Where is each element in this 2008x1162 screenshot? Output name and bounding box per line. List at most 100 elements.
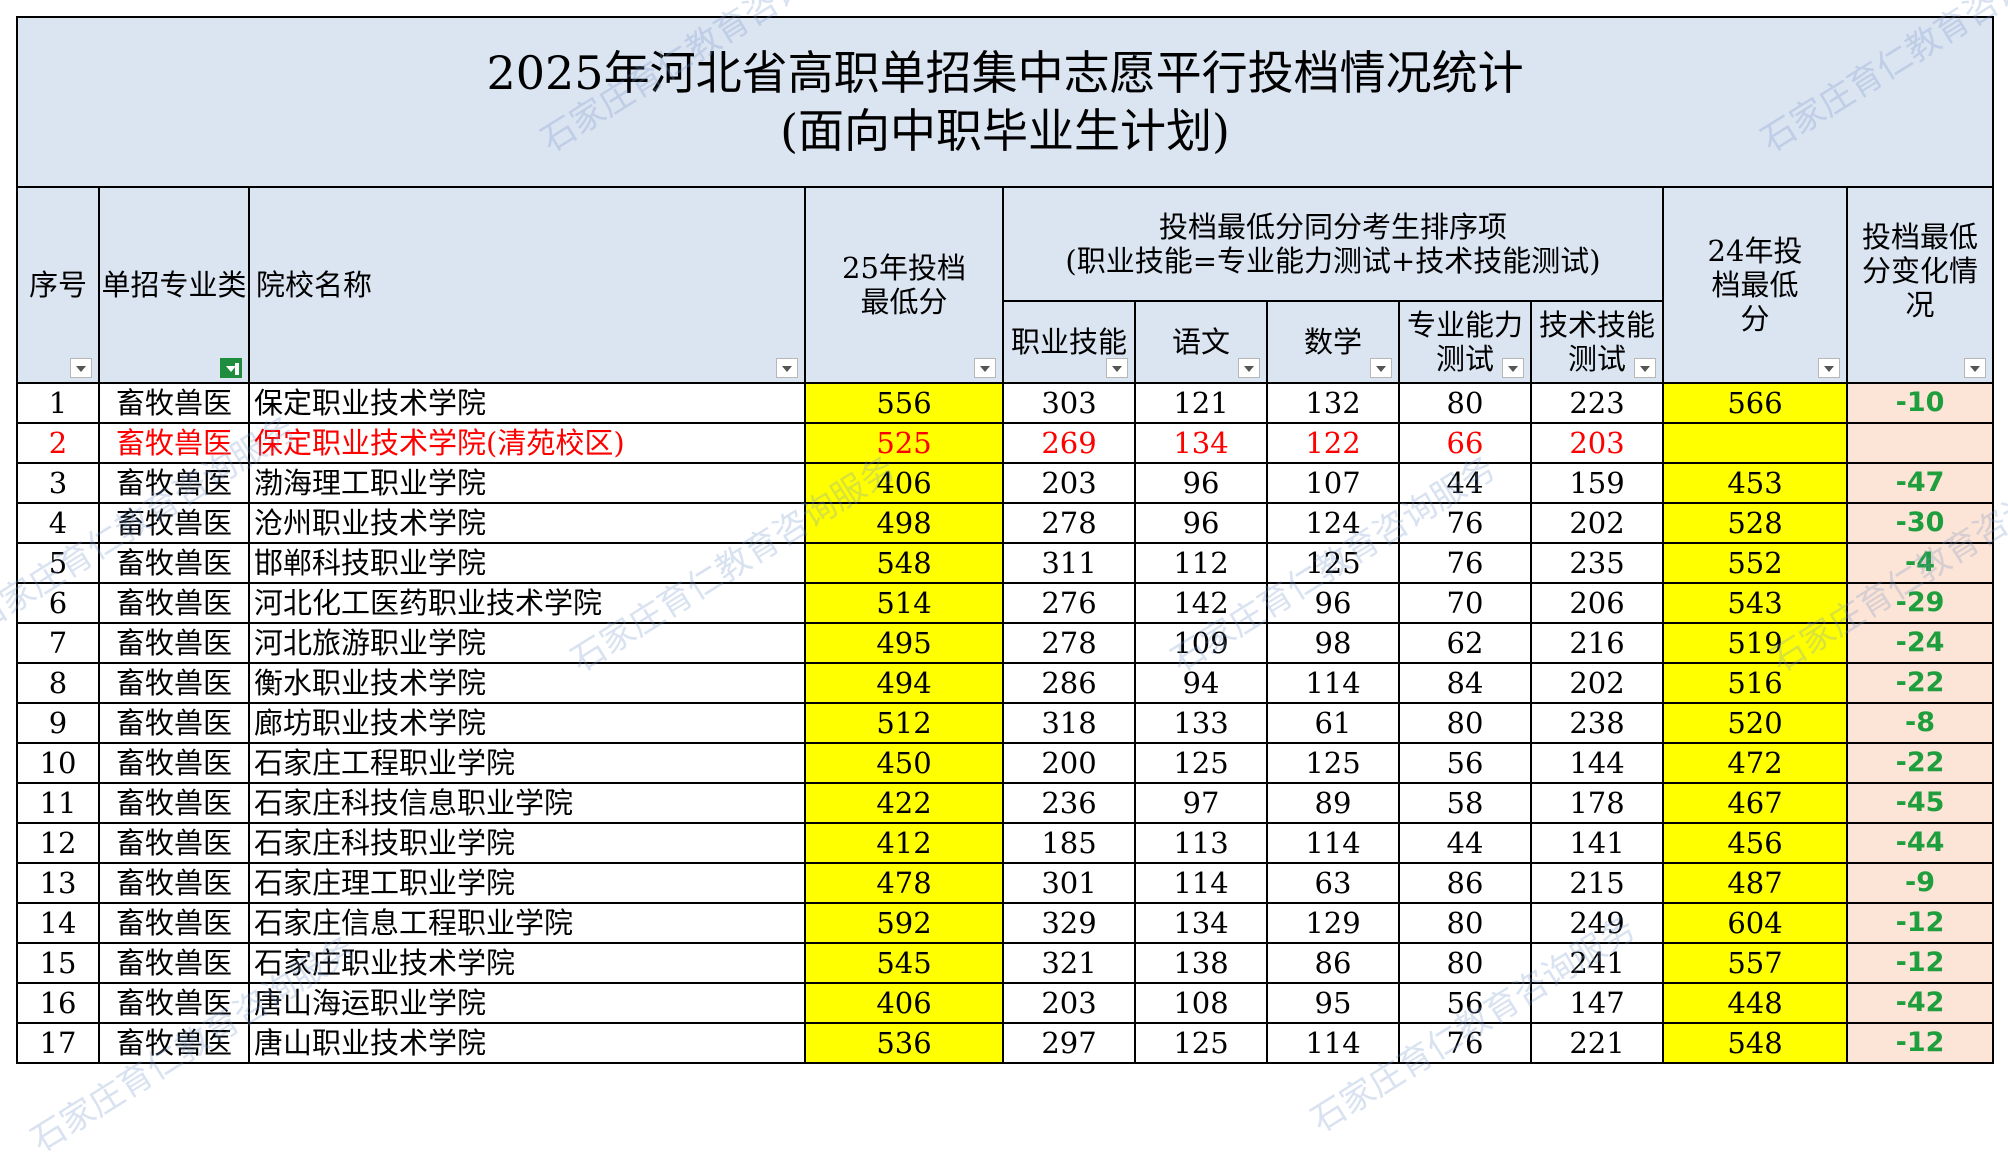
cell-prof[interactable]: 44	[1398, 462, 1532, 504]
cell-change[interactable]	[1845, 422, 1995, 464]
cell-seq[interactable]: 2	[16, 422, 100, 464]
cell-seq[interactable]: 8	[16, 662, 100, 704]
cell-min25[interactable]: 478	[804, 862, 1004, 904]
cell-prof[interactable]: 86	[1398, 862, 1532, 904]
cell-chinese[interactable]: 96	[1134, 502, 1268, 544]
cell-prof[interactable]: 76	[1398, 542, 1532, 584]
cell-tech[interactable]: 206	[1530, 582, 1664, 624]
cell-seq[interactable]: 11	[16, 782, 100, 824]
cell-school[interactable]: 衡水职业技术学院	[248, 662, 806, 704]
cell-math[interactable]: 61	[1266, 702, 1400, 744]
cell-prof[interactable]: 56	[1398, 742, 1532, 784]
cell-prof[interactable]: 76	[1398, 1022, 1532, 1064]
cell-major[interactable]: 畜牧兽医	[98, 742, 250, 784]
cell-change[interactable]: -42	[1845, 982, 1995, 1024]
cell-min24[interactable]: 543	[1662, 582, 1848, 624]
cell-school[interactable]: 保定职业技术学院(清苑校区)	[248, 422, 806, 464]
cell-min24[interactable]: 557	[1662, 942, 1848, 984]
cell-tech[interactable]: 216	[1530, 622, 1664, 664]
cell-school[interactable]: 唐山职业技术学院	[248, 1022, 806, 1064]
cell-min24[interactable]	[1662, 422, 1848, 464]
cell-major[interactable]: 畜牧兽医	[98, 422, 250, 464]
cell-min24[interactable]: 548	[1662, 1022, 1848, 1064]
cell-math[interactable]: 114	[1266, 662, 1400, 704]
cell-seq[interactable]: 13	[16, 862, 100, 904]
cell-min24[interactable]: 453	[1662, 462, 1848, 504]
cell-seq[interactable]: 6	[16, 582, 100, 624]
filter-active-icon[interactable]	[220, 358, 242, 378]
cell-skill[interactable]: 286	[1002, 662, 1136, 704]
cell-seq[interactable]: 12	[16, 822, 100, 864]
cell-min24[interactable]: 516	[1662, 662, 1848, 704]
header-seq[interactable]: 序号	[16, 186, 100, 384]
cell-skill[interactable]: 297	[1002, 1022, 1136, 1064]
header-prof-test[interactable]: 专业能力测试	[1398, 300, 1532, 384]
cell-seq[interactable]: 17	[16, 1022, 100, 1064]
cell-major[interactable]: 畜牧兽医	[98, 462, 250, 504]
cell-prof[interactable]: 80	[1398, 382, 1532, 424]
cell-skill[interactable]: 185	[1002, 822, 1136, 864]
cell-major[interactable]: 畜牧兽医	[98, 662, 250, 704]
cell-change[interactable]: -24	[1845, 622, 1995, 664]
cell-major[interactable]: 畜牧兽医	[98, 902, 250, 944]
cell-chinese[interactable]: 134	[1134, 422, 1268, 464]
cell-major[interactable]: 畜牧兽医	[98, 542, 250, 584]
cell-prof[interactable]: 62	[1398, 622, 1532, 664]
cell-skill[interactable]: 278	[1002, 502, 1136, 544]
cell-seq[interactable]: 4	[16, 502, 100, 544]
header-school[interactable]: 院校名称	[248, 186, 806, 384]
cell-min24[interactable]: 456	[1662, 822, 1848, 864]
cell-min25[interactable]: 406	[804, 982, 1004, 1024]
cell-math[interactable]: 98	[1266, 622, 1400, 664]
cell-prof[interactable]: 70	[1398, 582, 1532, 624]
cell-min25[interactable]: 548	[804, 542, 1004, 584]
cell-seq[interactable]: 10	[16, 742, 100, 784]
cell-min24[interactable]: 472	[1662, 742, 1848, 784]
cell-math[interactable]: 132	[1266, 382, 1400, 424]
cell-prof[interactable]: 66	[1398, 422, 1532, 464]
cell-min25[interactable]: 592	[804, 902, 1004, 944]
cell-tech[interactable]: 202	[1530, 662, 1664, 704]
cell-skill[interactable]: 303	[1002, 382, 1136, 424]
header-change[interactable]: 投档最低分变化情况	[1845, 186, 1995, 384]
cell-school[interactable]: 石家庄信息工程职业学院	[248, 902, 806, 944]
cell-math[interactable]: 89	[1266, 782, 1400, 824]
cell-major[interactable]: 畜牧兽医	[98, 942, 250, 984]
cell-skill[interactable]: 301	[1002, 862, 1136, 904]
header-skill[interactable]: 职业技能	[1002, 300, 1136, 384]
cell-chinese[interactable]: 125	[1134, 1022, 1268, 1064]
cell-skill[interactable]: 318	[1002, 702, 1136, 744]
cell-change[interactable]: -12	[1845, 942, 1995, 984]
cell-min24[interactable]: 519	[1662, 622, 1848, 664]
cell-skill[interactable]: 321	[1002, 942, 1136, 984]
cell-tech[interactable]: 249	[1530, 902, 1664, 944]
filter-dropdown-icon[interactable]	[1238, 358, 1260, 378]
cell-major[interactable]: 畜牧兽医	[98, 702, 250, 744]
header-math[interactable]: 数学	[1266, 300, 1400, 384]
cell-major[interactable]: 畜牧兽医	[98, 862, 250, 904]
cell-chinese[interactable]: 97	[1134, 782, 1268, 824]
cell-math[interactable]: 107	[1266, 462, 1400, 504]
cell-prof[interactable]: 80	[1398, 702, 1532, 744]
cell-chinese[interactable]: 133	[1134, 702, 1268, 744]
filter-dropdown-icon[interactable]	[974, 358, 996, 378]
cell-skill[interactable]: 200	[1002, 742, 1136, 784]
header-major-class[interactable]: 单招专业类	[98, 186, 250, 384]
cell-tech[interactable]: 141	[1530, 822, 1664, 864]
cell-math[interactable]: 122	[1266, 422, 1400, 464]
cell-seq[interactable]: 16	[16, 982, 100, 1024]
cell-prof[interactable]: 44	[1398, 822, 1532, 864]
cell-skill[interactable]: 276	[1002, 582, 1136, 624]
cell-min25[interactable]: 495	[804, 622, 1004, 664]
cell-chinese[interactable]: 109	[1134, 622, 1268, 664]
cell-min25[interactable]: 514	[804, 582, 1004, 624]
cell-tech[interactable]: 235	[1530, 542, 1664, 584]
cell-chinese[interactable]: 112	[1134, 542, 1268, 584]
cell-min25[interactable]: 422	[804, 782, 1004, 824]
cell-tech[interactable]: 202	[1530, 502, 1664, 544]
cell-prof[interactable]: 80	[1398, 942, 1532, 984]
cell-prof[interactable]: 84	[1398, 662, 1532, 704]
cell-chinese[interactable]: 94	[1134, 662, 1268, 704]
cell-math[interactable]: 114	[1266, 1022, 1400, 1064]
cell-major[interactable]: 畜牧兽医	[98, 1022, 250, 1064]
